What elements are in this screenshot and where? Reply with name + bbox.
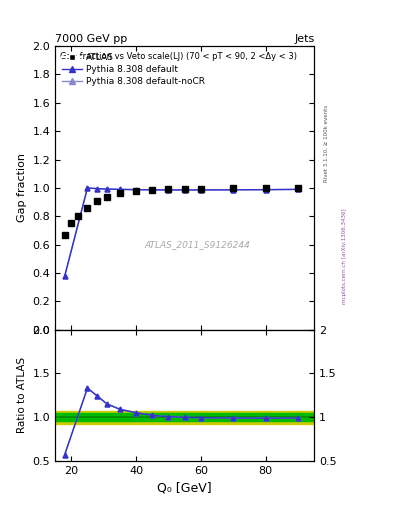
Pythia 8.308 default-noCR [118, 186, 122, 193]
Pythia 8.308 default-noCR [231, 187, 236, 193]
Bar [55, 411, 314, 424]
Line: ATLAS: ATLAS [62, 185, 301, 238]
Pythia 8.308 default [150, 187, 155, 193]
Pythia 8.308 default [263, 186, 268, 193]
Pythia 8.308 default-noCR [263, 186, 268, 193]
Pythia 8.308 default-noCR [166, 187, 171, 193]
Pythia 8.308 default-noCR [296, 186, 301, 193]
Pythia 8.308 default [85, 185, 90, 191]
ATLAS [134, 188, 138, 194]
ATLAS [150, 187, 155, 193]
Pythia 8.308 default [182, 187, 187, 193]
Pythia 8.308 default-noCR [85, 185, 90, 191]
ATLAS [118, 190, 122, 197]
ATLAS [75, 214, 80, 220]
Pythia 8.308 default [118, 186, 122, 193]
ATLAS [95, 198, 99, 204]
Pythia 8.308 default [62, 273, 67, 279]
Pythia 8.308 default-noCR [134, 186, 138, 193]
Pythia 8.308 default [296, 186, 301, 193]
Pythia 8.308 default-noCR [62, 273, 67, 279]
ATLAS [85, 204, 90, 210]
Pythia 8.308 default-noCR [95, 185, 99, 191]
ATLAS [198, 185, 203, 191]
Text: Rivet 3.1.10, ≥ 100k events: Rivet 3.1.10, ≥ 100k events [324, 105, 329, 182]
Bar [55, 413, 314, 421]
ATLAS [166, 186, 171, 193]
Pythia 8.308 default [134, 186, 138, 193]
Text: 7000 GeV pp: 7000 GeV pp [55, 33, 127, 44]
X-axis label: Q₀ [GeV]: Q₀ [GeV] [158, 481, 212, 494]
Legend: ATLAS, Pythia 8.308 default, Pythia 8.308 default-noCR: ATLAS, Pythia 8.308 default, Pythia 8.30… [59, 51, 208, 89]
Pythia 8.308 default-noCR [105, 186, 109, 192]
Line: Pythia 8.308 default-noCR: Pythia 8.308 default-noCR [62, 185, 301, 279]
Pythia 8.308 default [198, 187, 203, 193]
ATLAS [62, 232, 67, 239]
Pythia 8.308 default [166, 187, 171, 193]
Pythia 8.308 default-noCR [150, 187, 155, 193]
ATLAS [69, 220, 73, 226]
Text: Gap fraction vs Veto scale(LJ) (70 < pT < 90, 2 <Δy < 3): Gap fraction vs Veto scale(LJ) (70 < pT … [60, 52, 297, 61]
Pythia 8.308 default [105, 186, 109, 192]
Pythia 8.308 default-noCR [198, 187, 203, 193]
Y-axis label: Ratio to ATLAS: Ratio to ATLAS [17, 357, 27, 433]
Pythia 8.308 default [231, 187, 236, 193]
ATLAS [105, 194, 109, 200]
Line: Pythia 8.308 default: Pythia 8.308 default [62, 185, 301, 279]
ATLAS [231, 185, 236, 191]
Y-axis label: Gap fraction: Gap fraction [17, 154, 27, 222]
ATLAS [182, 186, 187, 192]
ATLAS [263, 185, 268, 191]
Text: Jets: Jets [294, 33, 314, 44]
ATLAS [296, 185, 301, 191]
Pythia 8.308 default-noCR [182, 187, 187, 193]
Text: ATLAS_2011_S9126244: ATLAS_2011_S9126244 [145, 240, 251, 249]
Text: mcplots.cern.ch [arXiv:1306.3436]: mcplots.cern.ch [arXiv:1306.3436] [342, 208, 347, 304]
Pythia 8.308 default [95, 185, 99, 191]
